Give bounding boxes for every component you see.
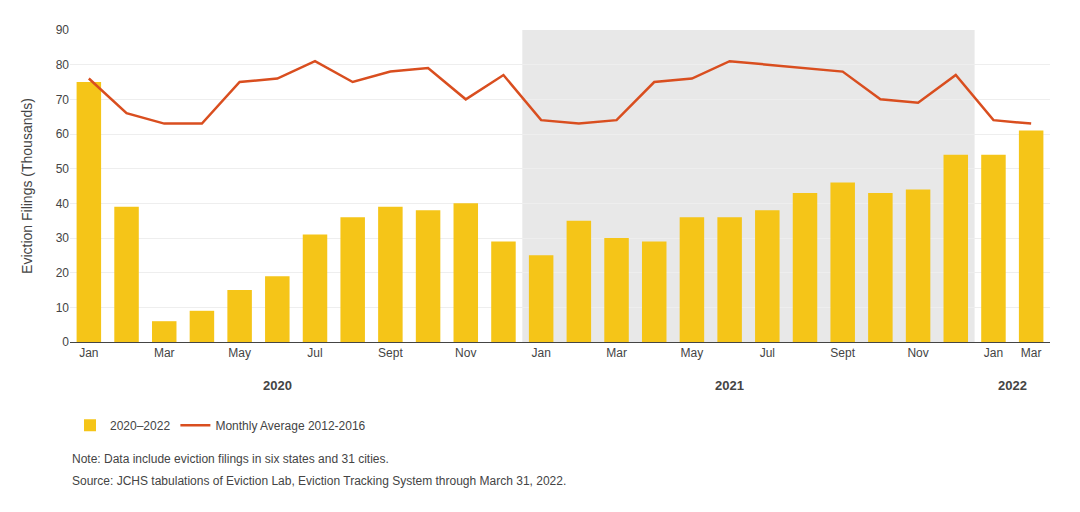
svg-text:May: May <box>681 346 704 360</box>
svg-text:Monthly Average 2012-2016: Monthly Average 2012-2016 <box>215 419 365 433</box>
svg-text:Jul: Jul <box>307 346 322 360</box>
svg-text:10: 10 <box>56 301 70 315</box>
svg-text:Jan: Jan <box>984 346 1003 360</box>
svg-text:50: 50 <box>56 162 70 176</box>
svg-text:Nov: Nov <box>455 346 476 360</box>
svg-text:Jul: Jul <box>760 346 775 360</box>
svg-text:May: May <box>228 346 251 360</box>
svg-text:90: 90 <box>56 23 70 37</box>
svg-text:20: 20 <box>56 266 70 280</box>
svg-text:Sept: Sept <box>378 346 403 360</box>
svg-text:40: 40 <box>56 197 70 211</box>
svg-text:Source: JCHS tabulations of Ev: Source: JCHS tabulations of Eviction Lab… <box>72 474 566 488</box>
svg-text:Nov: Nov <box>907 346 928 360</box>
svg-text:Eviction Filings (Thousands): Eviction Filings (Thousands) <box>19 98 35 274</box>
svg-text:Jan: Jan <box>531 346 550 360</box>
svg-text:60: 60 <box>56 127 70 141</box>
svg-text:Sept: Sept <box>830 346 855 360</box>
svg-text:2021: 2021 <box>715 378 744 393</box>
svg-text:30: 30 <box>56 231 70 245</box>
svg-text:Jan: Jan <box>79 346 98 360</box>
svg-text:2020: 2020 <box>263 378 292 393</box>
svg-text:70: 70 <box>56 93 70 107</box>
svg-text:2020–2022: 2020–2022 <box>110 419 170 433</box>
svg-text:Note: Data include eviction fi: Note: Data include eviction filings in s… <box>72 452 389 466</box>
svg-text:2022: 2022 <box>998 378 1027 393</box>
svg-text:Mar: Mar <box>1021 346 1042 360</box>
svg-text:80: 80 <box>56 58 70 72</box>
svg-text:0: 0 <box>62 335 69 349</box>
svg-text:Mar: Mar <box>154 346 175 360</box>
svg-text:Mar: Mar <box>606 346 627 360</box>
